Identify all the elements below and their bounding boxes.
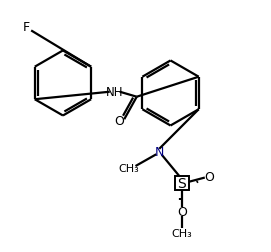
Text: S: S (178, 176, 186, 190)
Text: CH₃: CH₃ (172, 228, 192, 238)
Text: F: F (23, 21, 30, 34)
Text: CH₃: CH₃ (119, 163, 140, 173)
Text: O: O (114, 115, 124, 128)
Text: O: O (177, 206, 187, 218)
Text: O: O (204, 171, 214, 183)
Text: N: N (154, 146, 164, 159)
FancyBboxPatch shape (175, 176, 189, 190)
Text: NH: NH (105, 86, 123, 99)
